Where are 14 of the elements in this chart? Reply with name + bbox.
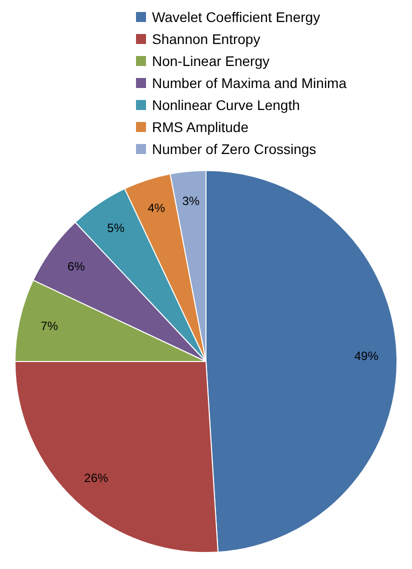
legend-label: Number of Maxima and Minima xyxy=(152,75,347,91)
data-label: 3% xyxy=(182,194,200,208)
data-label: 5% xyxy=(107,221,125,236)
data-label: 49% xyxy=(354,348,379,363)
data-label: 6% xyxy=(68,260,86,274)
data-label: 26% xyxy=(84,470,109,485)
legend-label: Nonlinear Curve Length xyxy=(152,97,300,113)
legend-label: Non-Linear Energy xyxy=(152,53,270,69)
data-label: 4% xyxy=(148,201,166,216)
legend-label: Wavelet Coefficient Energy xyxy=(152,9,320,25)
legend-label: Shannon Entropy xyxy=(152,31,260,47)
data-label: 7% xyxy=(40,318,58,333)
legend-label: Number of Zero Crossings xyxy=(152,141,316,157)
legend-label: RMS Amplitude xyxy=(152,119,248,135)
